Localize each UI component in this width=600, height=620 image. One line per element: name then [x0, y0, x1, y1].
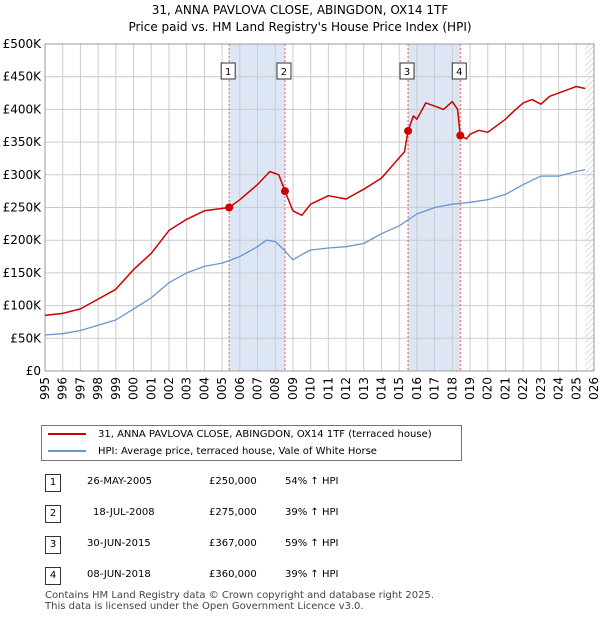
table-row: 1 26-MAY-2005 £250,000 54% ↑ HPI: [41, 473, 461, 504]
y-tick-label: £50K: [10, 331, 42, 345]
sale-point: [404, 126, 413, 135]
footer: Contains HM Land Registry data © Crown c…: [45, 590, 434, 612]
x-tick-label: 2019: [463, 377, 477, 400]
footer-licence: This data is licensed under the Open Gov…: [45, 601, 364, 612]
x-tick-label: 2020: [481, 377, 495, 400]
x-tick-label: 2008: [268, 377, 282, 400]
sale-badge: [399, 62, 415, 80]
sale-point: [456, 131, 465, 140]
x-tick-label: 2016: [410, 377, 424, 400]
x-tick-label: 2014: [374, 377, 388, 400]
transaction-price: £367,000: [209, 538, 257, 549]
x-tick-label: 2003: [180, 377, 194, 400]
x-tick-label: 2002: [162, 377, 176, 400]
x-tick-label: 1996: [56, 377, 70, 400]
y-tick-label: £350K: [3, 135, 43, 149]
x-tick-label: 2021: [498, 377, 512, 400]
table-row: 4 08-JUN-2018 £360,000 39% ↑ HPI: [41, 566, 461, 597]
x-tick-label: 1997: [73, 377, 87, 400]
x-tick-label: 2023: [534, 377, 548, 400]
x-tick-label: 2004: [197, 377, 211, 400]
legend-property-label: 31, ANNA PAVLOVA CLOSE, ABINGDON, OX14 1…: [98, 429, 432, 440]
transaction-hpi: 59% ↑ HPI: [285, 538, 339, 549]
x-tick-label: 1995: [38, 377, 52, 400]
y-tick-label: £450K: [3, 70, 43, 84]
chart-subtitle: Price paid vs. HM Land Registry's House …: [128, 20, 472, 34]
legend: 31, ANNA PAVLOVA CLOSE, ABINGDON, OX14 1…: [41, 425, 462, 461]
sale-point: [225, 203, 234, 212]
y-tick-label: £300K: [3, 168, 43, 182]
transaction-price: £360,000: [209, 569, 257, 580]
x-tick-label: 2005: [215, 377, 229, 400]
x-tick-label: 2013: [357, 377, 371, 400]
x-tick-label: 2011: [321, 377, 335, 400]
x-tick-label: 2006: [233, 377, 247, 400]
chart-title: 31, ANNA PAVLOVA CLOSE, ABINGDON, OX14 1…: [151, 3, 449, 17]
x-tick-label: 2009: [286, 377, 300, 400]
sale-point: [280, 187, 289, 196]
transaction-date: 08-JUN-2018: [87, 569, 151, 580]
y-tick-label: £400K: [3, 102, 43, 116]
transaction-number: 4: [45, 567, 61, 585]
x-tick-label: 2025: [569, 377, 583, 400]
transaction-price: £275,000: [209, 507, 257, 518]
sale-badge: [276, 62, 292, 80]
price-chart: £0 £50K £100K £150K £200K £250K £300K £350K £400…: [3, 37, 600, 400]
sale-badge: [451, 62, 467, 80]
transaction-number: 2: [45, 505, 61, 523]
plot-frame: [44, 43, 595, 372]
x-tick-label: 2024: [552, 377, 566, 400]
transaction-date: 18-JUL-2008: [93, 507, 155, 518]
footer-copyright: Contains HM Land Registry data © Crown c…: [45, 590, 434, 601]
table-row: 3 30-JUN-2015 £367,000 59% ↑ HPI: [41, 535, 461, 566]
x-tick-label: 2010: [304, 377, 318, 400]
y-tick-label: £0: [26, 364, 41, 378]
legend-hpi: HPI: Average price, terraced house, Vale…: [48, 444, 377, 460]
y-tick-label: £500K: [3, 37, 43, 51]
x-tick-label: 2017: [428, 377, 442, 400]
legend-property-swatch: [48, 433, 86, 435]
legend-hpi-label: HPI: Average price, terraced house, Vale…: [98, 446, 377, 457]
sale-badge-label: 4: [456, 67, 462, 78]
x-tick-label: 2001: [144, 377, 158, 400]
transaction-price: £250,000: [209, 476, 257, 487]
x-tick-label: 2007: [251, 377, 265, 400]
legend-hpi-swatch: [48, 450, 86, 452]
x-tick-label: 2022: [516, 377, 530, 400]
legend-property: 31, ANNA PAVLOVA CLOSE, ABINGDON, OX14 1…: [48, 427, 432, 443]
x-tick-label: 2018: [445, 377, 459, 400]
y-tick-label: £250K: [3, 201, 43, 215]
property-price-line: [44, 85, 586, 317]
transaction-number: 3: [45, 536, 61, 554]
transactions-table: 1 26-MAY-2005 £250,000 54% ↑ HPI 2 18-JU…: [41, 473, 461, 597]
transaction-hpi: 39% ↑ HPI: [285, 569, 339, 580]
x-tick-label: 2015: [392, 377, 406, 400]
transaction-hpi: 54% ↑ HPI: [285, 476, 339, 487]
transaction-date: 26-MAY-2005: [87, 476, 153, 487]
y-tick-label: £150K: [3, 266, 43, 280]
transaction-date: 30-JUN-2015: [87, 538, 151, 549]
table-row: 2 18-JUL-2008 £275,000 39% ↑ HPI: [41, 504, 461, 535]
x-tick-label: 2000: [127, 377, 141, 400]
x-tick-label: 2026: [587, 377, 600, 400]
transaction-number: 1: [45, 474, 61, 492]
y-tick-label: £200K: [3, 233, 43, 247]
x-tick-label: 1999: [109, 377, 123, 400]
sale-badge-label: 1: [225, 67, 231, 78]
y-tick-label: £100K: [3, 299, 43, 313]
x-tick-label: 2012: [339, 377, 353, 400]
sale-badge: [220, 62, 236, 80]
sale-badge-label: 2: [281, 67, 287, 78]
x-tick-label: 1998: [91, 377, 105, 400]
sale-badge-label: 3: [404, 67, 410, 78]
transaction-hpi: 39% ↑ HPI: [285, 507, 339, 518]
hpi-line: [44, 168, 586, 336]
